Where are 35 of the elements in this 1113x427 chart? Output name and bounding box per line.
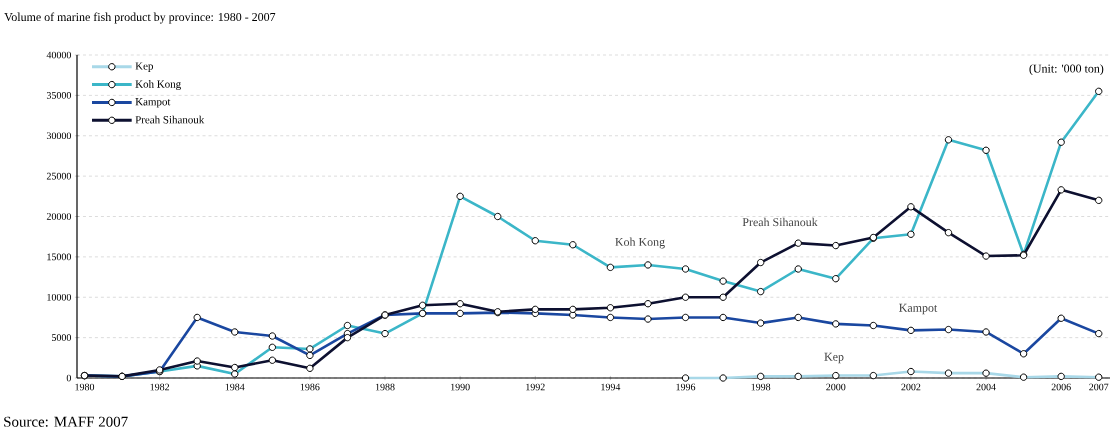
legend-label: Kampot bbox=[135, 98, 171, 108]
x-tick-label: 1996 bbox=[676, 383, 696, 391]
y-tick-label: 20000 bbox=[46, 213, 71, 220]
x-tick-label: 1994 bbox=[601, 383, 621, 391]
x-tick-label: 1980 bbox=[75, 383, 95, 391]
y-tick-label: 30000 bbox=[46, 132, 71, 140]
x-tick-label: 2004 bbox=[976, 383, 996, 391]
x-tick-label: 1984 bbox=[225, 383, 245, 391]
x-tick-label: 2002 bbox=[901, 383, 921, 391]
x-tick-label: 1998 bbox=[751, 383, 771, 391]
x-tick-label: 1990 bbox=[451, 383, 470, 391]
y-tick-label: 5000 bbox=[52, 334, 71, 341]
annotation: Kep bbox=[824, 352, 844, 364]
legend-label: Kep bbox=[135, 62, 153, 72]
legend-label: Preah Sihanouk bbox=[135, 115, 205, 124]
y-tick-label: 10000 bbox=[47, 293, 71, 301]
x-tick-label: 1988 bbox=[375, 383, 395, 391]
annotation: Koh Kong bbox=[615, 237, 665, 249]
y-tick-label: 40000 bbox=[46, 51, 71, 59]
y-tick-label: 0 bbox=[66, 374, 71, 382]
x-tick-label: 2007 bbox=[1089, 383, 1109, 391]
x-tick-label: 2000 bbox=[826, 383, 846, 391]
y-tick-label: 15000 bbox=[47, 253, 71, 261]
legend-label: Koh Kong bbox=[135, 80, 181, 91]
annotation: Kampot bbox=[899, 303, 938, 315]
x-tick-label: 2006 bbox=[1051, 383, 1071, 391]
y-tick-label: 35000 bbox=[46, 92, 71, 99]
x-tick-label: 1982 bbox=[150, 383, 170, 391]
annotation: (Unit: '000 ton) bbox=[1029, 64, 1104, 76]
x-tick-label: 1986 bbox=[300, 383, 320, 391]
y-tick-label: 25000 bbox=[46, 172, 71, 180]
annotation: Preah Sihanouk bbox=[742, 217, 818, 227]
chart-title: Volume of marine fish product by province: 1980 - 2007 bbox=[4, 12, 276, 24]
x-tick-label: 1992 bbox=[526, 383, 545, 391]
source-note: Source: MAFF 2007 bbox=[4, 416, 128, 427]
